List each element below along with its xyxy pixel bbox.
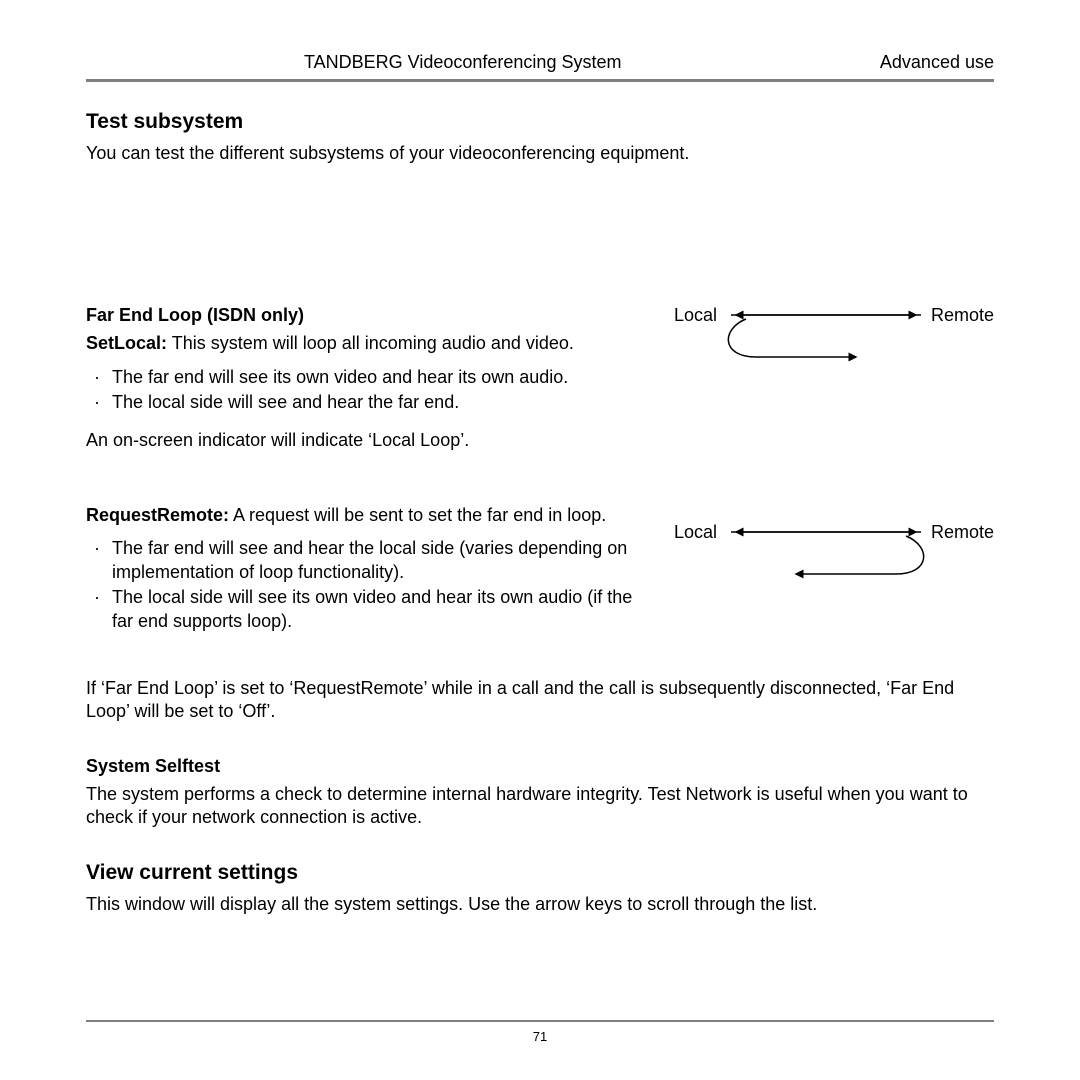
- view-settings-heading: View current settings: [86, 861, 994, 885]
- spacer: [86, 175, 994, 305]
- local-loop-svg: [726, 309, 926, 379]
- reqremote-line: RequestRemote: A request will be sent to…: [86, 504, 644, 527]
- header-right-text: Advanced use: [880, 52, 994, 73]
- farend-left-2: RequestRemote: A request will be sent to…: [86, 504, 644, 635]
- page-container: TANDBERG Videoconferencing System Advanc…: [0, 0, 1080, 967]
- selftest-heading: System Selftest: [86, 756, 994, 777]
- reqremote-bullet-2: The local side will see its own video an…: [100, 586, 644, 633]
- farend-heading: Far End Loop (ISDN only): [86, 305, 644, 326]
- reqremote-text: A request will be sent to set the far en…: [229, 505, 606, 525]
- spacer: [86, 417, 644, 429]
- spacer: [86, 462, 994, 504]
- diagram-2-col: Local Remote: [674, 504, 994, 612]
- header-rule: [86, 79, 994, 82]
- farend-row-1: Far End Loop (ISDN only) SetLocal: This …: [86, 305, 994, 462]
- indicator-line: An on-screen indicator will indicate ‘Lo…: [86, 429, 644, 452]
- setlocal-bullets: The far end will see its own video and h…: [86, 366, 644, 415]
- page-header: TANDBERG Videoconferencing System Advanc…: [86, 52, 994, 79]
- setlocal-bullet-1: The far end will see its own video and h…: [100, 366, 644, 389]
- setlocal-bullet-2: The local side will see and hear the far…: [100, 391, 644, 414]
- footer-rule: [86, 1020, 994, 1022]
- test-subsystem-heading: Test subsystem: [86, 110, 994, 134]
- page-number: 71: [0, 1029, 1080, 1044]
- setlocal-line: SetLocal: This system will loop all inco…: [86, 332, 644, 355]
- local-loop-diagram: Local Remote: [674, 305, 994, 395]
- spacer: [86, 734, 994, 756]
- setlocal-text: This system will loop all incoming audio…: [167, 333, 574, 353]
- farend-note: If ‘Far End Loop’ is set to ‘RequestRemo…: [86, 677, 994, 724]
- reqremote-bullet-1: The far end will see and hear the local …: [100, 537, 644, 584]
- header-center-text: TANDBERG Videoconferencing System: [304, 52, 621, 73]
- diag1-local-label: Local: [674, 305, 717, 326]
- selftest-text: The system performs a check to determine…: [86, 783, 994, 830]
- spacer: [86, 839, 994, 861]
- reqremote-label: RequestRemote:: [86, 505, 229, 525]
- test-subsystem-intro: You can test the different subsystems of…: [86, 142, 994, 165]
- spacer: [86, 635, 994, 677]
- diag2-local-label: Local: [674, 522, 717, 543]
- farend-left-1: Far End Loop (ISDN only) SetLocal: This …: [86, 305, 644, 462]
- view-settings-text: This window will display all the system …: [86, 893, 994, 916]
- reqremote-bullets: The far end will see and hear the local …: [86, 537, 644, 633]
- farend-row-2: RequestRemote: A request will be sent to…: [86, 504, 994, 635]
- remote-loop-svg: [726, 526, 926, 596]
- diag2-remote-label: Remote: [931, 522, 994, 543]
- remote-loop-diagram: Local Remote: [674, 522, 994, 612]
- diag1-remote-label: Remote: [931, 305, 994, 326]
- setlocal-label: SetLocal:: [86, 333, 167, 353]
- diagram-1-col: Local Remote: [674, 305, 994, 395]
